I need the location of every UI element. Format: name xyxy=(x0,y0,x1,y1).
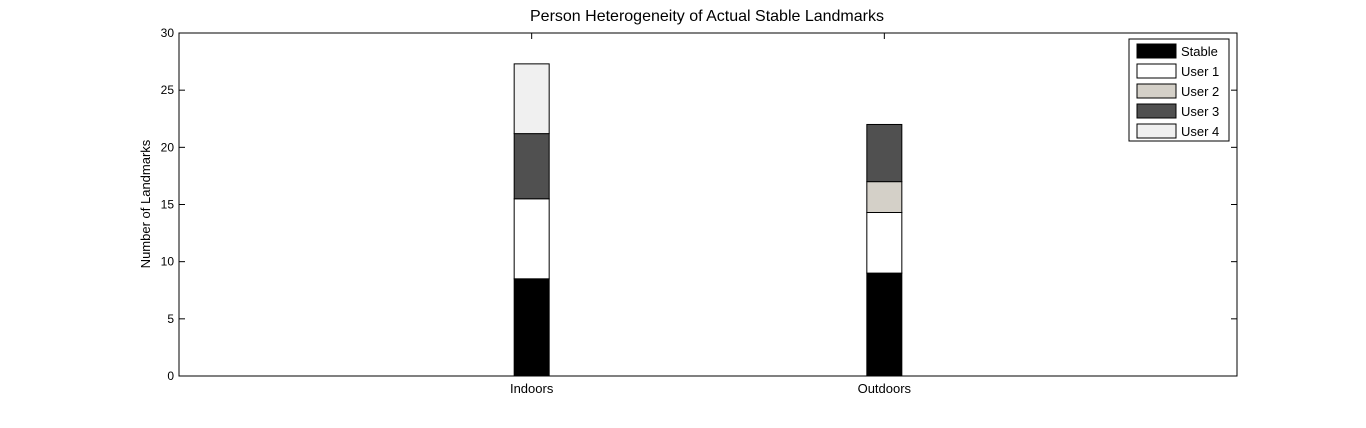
bar-segment-indoors-user-4 xyxy=(513,63,550,135)
plot-frame xyxy=(178,32,1238,377)
chart-title: Person Heterogeneity of Actual Stable La… xyxy=(530,8,884,25)
bar-segment-indoors-stable xyxy=(513,278,550,377)
legend-label: User 3 xyxy=(1181,104,1219,119)
y-tick-label: 30 xyxy=(161,26,175,40)
y-tick-label: 25 xyxy=(161,83,175,97)
bar-segment-outdoors-user-1 xyxy=(866,212,903,274)
x-tick-label: Indoors xyxy=(510,381,554,396)
y-tick-label: 10 xyxy=(161,255,175,269)
legend-label: User 2 xyxy=(1181,84,1219,99)
legend-swatch-user-4 xyxy=(1136,123,1177,139)
legend-label: Stable xyxy=(1181,44,1218,59)
y-axis-label: Number of Landmarks xyxy=(138,139,153,268)
y-tick-label: 15 xyxy=(161,198,175,212)
bar-segment-outdoors-stable xyxy=(866,272,903,377)
legend-label: User 4 xyxy=(1181,124,1219,139)
legend-swatch-user-3 xyxy=(1136,103,1177,119)
legend: Stable User 1 User 2 User 3 User 4 xyxy=(1128,38,1230,142)
legend-label: User 1 xyxy=(1181,64,1219,79)
bar-segment-indoors-user-1 xyxy=(513,198,550,280)
legend-swatch-user-2 xyxy=(1136,83,1177,99)
y-tick-label: 20 xyxy=(161,140,175,154)
legend-swatch-user-1 xyxy=(1136,63,1177,79)
bar-segment-outdoors-user-2 xyxy=(866,181,903,214)
x-tick-label: Outdoors xyxy=(858,381,912,396)
y-tick-label: 0 xyxy=(167,369,174,383)
bar-segment-outdoors-user-3 xyxy=(866,123,903,183)
y-tick-label: 5 xyxy=(167,312,174,326)
legend-swatch-stable xyxy=(1136,43,1177,59)
bar-segment-indoors-user-3 xyxy=(513,133,550,200)
plot-area: 0 5 10 15 20 25 30 Indoors Outdoors xyxy=(161,26,1238,396)
